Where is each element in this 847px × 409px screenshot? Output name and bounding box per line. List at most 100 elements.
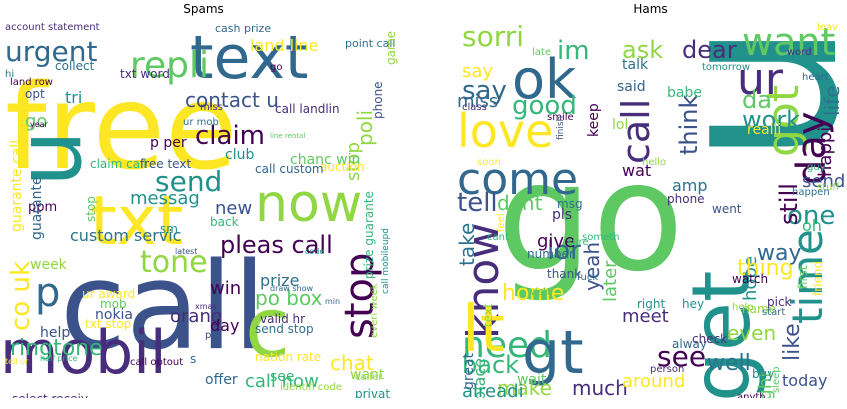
ham-word: good (512, 91, 577, 121)
spam-word: ur award (82, 287, 136, 301)
ham-word: cant (487, 232, 509, 243)
ham-word: yeah (580, 241, 604, 291)
spam-word: repli (130, 45, 210, 86)
ham-word: sorri (462, 20, 525, 53)
ham-word: wat (622, 161, 652, 180)
ham-word: phone (667, 192, 705, 206)
ham-word: ask (622, 36, 664, 64)
spam-word: account statement (5, 22, 100, 33)
spam-word: chat (330, 351, 374, 375)
ham-word: come (457, 154, 579, 205)
ham-word: wish (527, 287, 550, 298)
spam-word: text (190, 23, 309, 93)
spam-word: win (210, 278, 242, 299)
ham-word: need (462, 325, 552, 366)
ham-word: much (572, 376, 628, 398)
ham-word: buy (752, 367, 775, 381)
ham-word: wait (517, 372, 547, 388)
ham-word: pls (552, 207, 573, 223)
ham-word: da (742, 86, 772, 114)
spam-word: point call (345, 37, 396, 50)
ham-word: meet (622, 306, 669, 327)
spam-word: guarante (29, 176, 45, 240)
spam-word: call custom (255, 162, 324, 176)
ham-word: ok (512, 48, 577, 111)
ham-word: someth (582, 232, 620, 243)
ham-word: miss (457, 91, 499, 112)
ham-word: oh (802, 216, 822, 235)
ham-word: tell (457, 188, 498, 218)
ham-word: start (762, 307, 786, 318)
spam-word: caller (355, 372, 383, 383)
spam-word: chanc win (290, 152, 361, 168)
spam-word-cloud: free call txt text mobil now u c repli urgent stop… (0, 18, 407, 398)
spam-word: mobil (0, 318, 167, 388)
ham-word: like (780, 323, 805, 361)
ham-word: dear (682, 36, 737, 64)
ham-word: lt (462, 293, 505, 367)
spam-word: select receiv (12, 393, 88, 398)
spam-word: code (305, 247, 325, 256)
ham-word: thank (547, 267, 582, 281)
ham-word: smile (547, 112, 574, 123)
ham-word: think (675, 94, 703, 155)
spam-word: p per (150, 135, 187, 151)
spam-word: line rental (270, 132, 306, 140)
spam-word: tone (140, 245, 208, 280)
ham-word: see (657, 340, 707, 373)
ham-word: give (537, 231, 576, 252)
ham-word: back (462, 351, 520, 379)
spam-word: min (325, 297, 341, 306)
spam-word: p (35, 270, 61, 316)
ham-word: stuff (817, 182, 840, 193)
ham-word: name (742, 302, 777, 316)
ham-word: go (497, 131, 684, 305)
ham-word: ur (737, 54, 783, 105)
spam-word: tell ur (5, 357, 29, 366)
ham-panel-title: Hams (633, 2, 668, 16)
spam-word: call mobileupd (381, 228, 391, 294)
ham-word: hey (682, 297, 705, 311)
spam-word: urgent (5, 35, 98, 68)
spam-word: pic (205, 330, 220, 341)
spam-word: opt (25, 87, 45, 101)
spam-word: hi (5, 69, 15, 80)
ham-word: help (732, 302, 754, 313)
ham-word: want (742, 20, 836, 64)
ham-word: pick (767, 295, 792, 309)
spam-word: now (255, 174, 363, 234)
spam-word: s (190, 352, 197, 366)
ham-word: finish (556, 115, 566, 140)
spam-word: c (245, 281, 291, 376)
ham-word: sleep (771, 366, 782, 393)
ham-word: today (782, 371, 828, 390)
ham-word: feel (496, 213, 507, 232)
spam-word: cash prize (215, 22, 272, 35)
ham-word: lor (547, 236, 581, 266)
spam-word: sm (160, 222, 178, 236)
spam-word: offer (205, 372, 238, 388)
ham-word: first (796, 265, 810, 289)
spam-word: pleas call (220, 231, 333, 259)
spam-word: prize guarante (362, 191, 376, 279)
spam-word: orang (170, 306, 223, 327)
ham-word: number (527, 247, 574, 261)
spam-word: go (270, 62, 283, 73)
spam-word: send stop (255, 322, 314, 336)
spam-word: ppm (28, 200, 58, 215)
spam-word: club (225, 147, 255, 163)
ham-word: keep (586, 103, 602, 137)
spam-word: prize (260, 271, 300, 290)
ham-word: alreadi (462, 381, 524, 399)
spam-word: go (25, 111, 48, 132)
ham-word: babe (667, 85, 702, 101)
ham-word: home (502, 281, 565, 306)
ham-word: late (532, 47, 551, 58)
ham-word: msg (557, 197, 583, 211)
ham-word: soon (477, 157, 501, 168)
ham-word: place (470, 357, 489, 398)
ham-word: way (757, 241, 802, 266)
spam-word: phone (371, 81, 385, 119)
spam-word: valid hr (260, 312, 306, 326)
ham-word: word (787, 47, 812, 58)
